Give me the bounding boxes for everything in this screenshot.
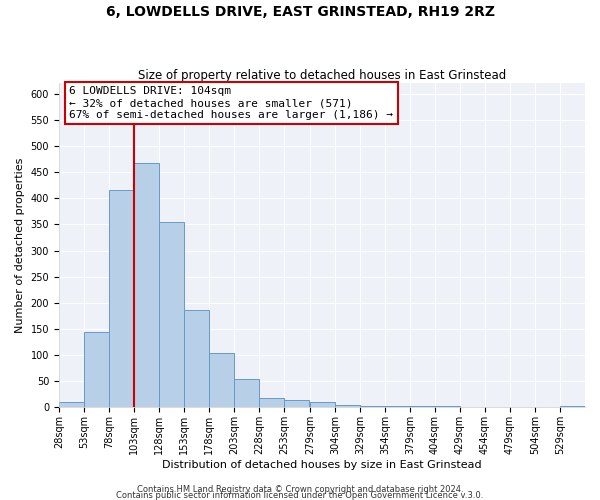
- Bar: [159, 222, 184, 408]
- Text: Contains HM Land Registry data © Crown copyright and database right 2024.: Contains HM Land Registry data © Crown c…: [137, 485, 463, 494]
- Bar: [410, 406, 435, 408]
- Bar: [435, 406, 460, 408]
- Bar: [209, 353, 234, 408]
- Bar: [184, 310, 209, 408]
- Text: 6, LOWDELLS DRIVE, EAST GRINSTEAD, RH19 2RZ: 6, LOWDELLS DRIVE, EAST GRINSTEAD, RH19 …: [106, 5, 494, 19]
- Bar: [385, 406, 410, 408]
- Bar: [335, 405, 360, 407]
- Bar: [234, 378, 259, 408]
- Bar: [284, 400, 309, 407]
- Bar: [360, 406, 385, 407]
- Text: 6 LOWDELLS DRIVE: 104sqm
← 32% of detached houses are smaller (571)
67% of semi-: 6 LOWDELLS DRIVE: 104sqm ← 32% of detach…: [70, 86, 394, 120]
- Text: Contains public sector information licensed under the Open Government Licence v.: Contains public sector information licen…: [116, 490, 484, 500]
- X-axis label: Distribution of detached houses by size in East Grinstead: Distribution of detached houses by size …: [162, 460, 482, 470]
- Title: Size of property relative to detached houses in East Grinstead: Size of property relative to detached ho…: [138, 69, 506, 82]
- Bar: [310, 402, 335, 407]
- Bar: [134, 162, 159, 408]
- Bar: [84, 332, 109, 407]
- Y-axis label: Number of detached properties: Number of detached properties: [15, 158, 25, 333]
- Bar: [259, 398, 284, 407]
- Bar: [109, 190, 134, 408]
- Bar: [59, 402, 84, 407]
- Bar: [560, 406, 585, 407]
